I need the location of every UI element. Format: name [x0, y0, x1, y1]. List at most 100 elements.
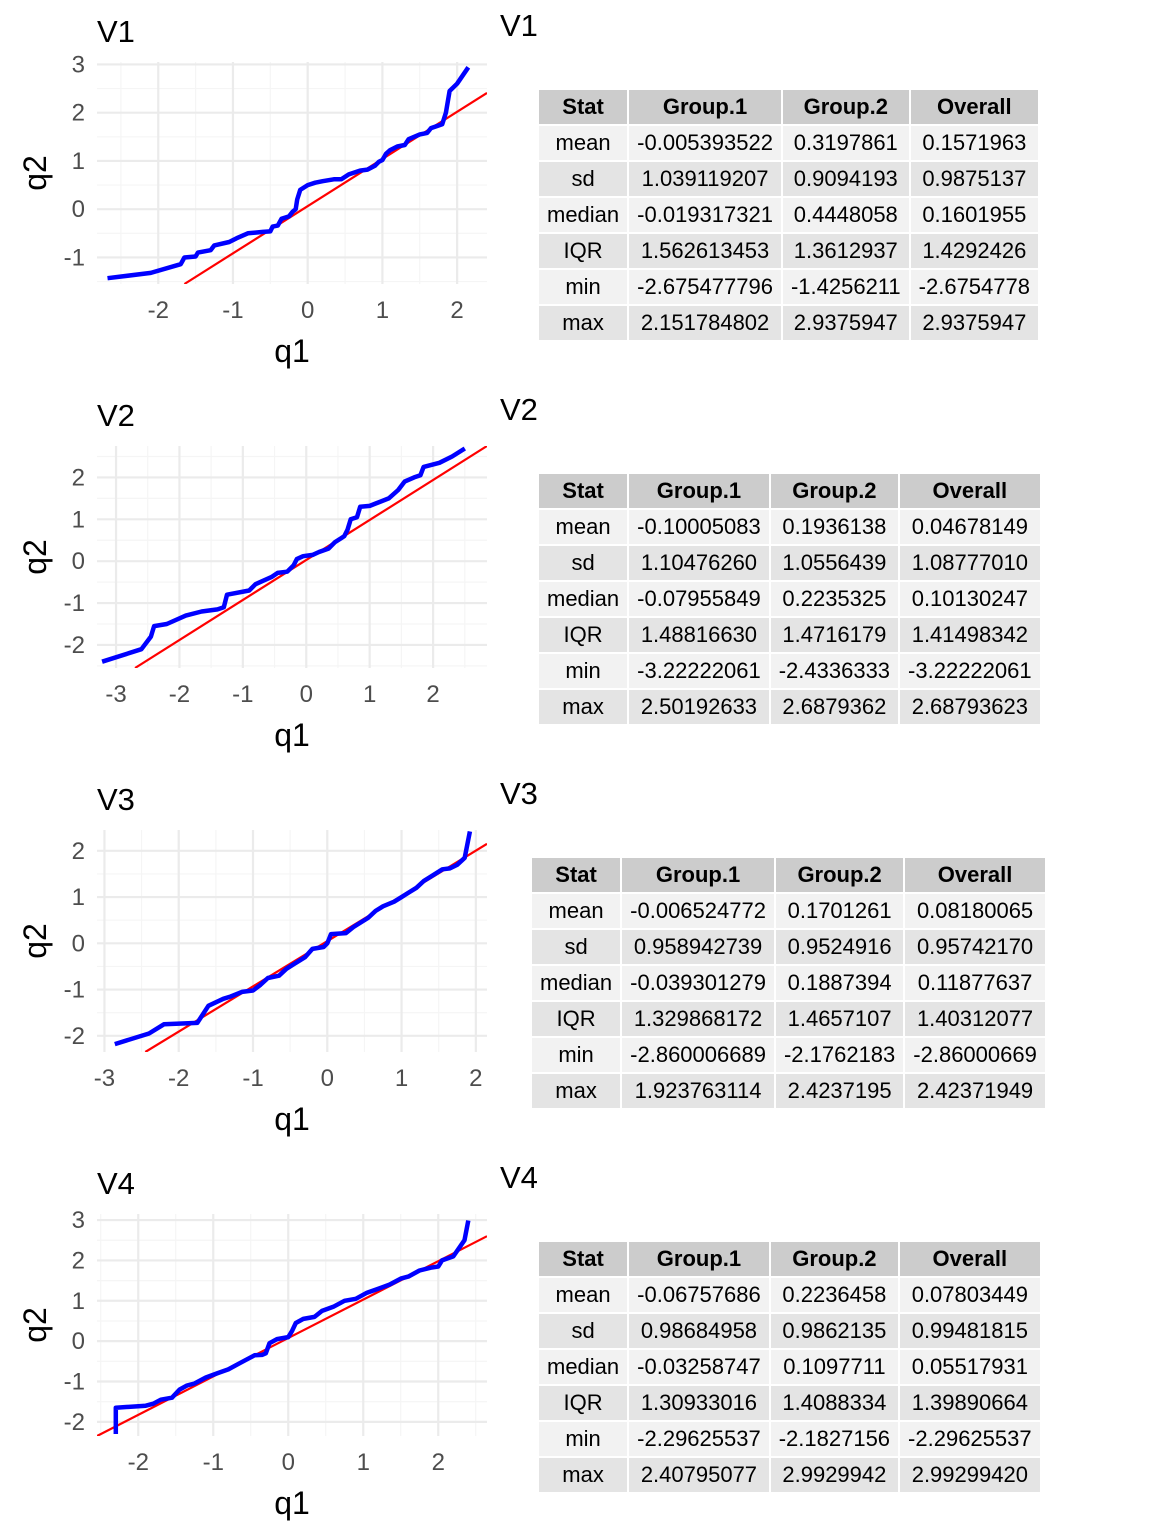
table-row: min -2.29625537 -2.1827156 -2.29625537 [539, 1422, 1040, 1456]
y-tick-label: 3 [72, 1207, 85, 1234]
stat-value-cell: 2.4237195 [775, 1074, 904, 1108]
stat-value-cell: -0.039301279 [622, 966, 774, 1000]
stat-value-cell: 0.04678149 [900, 510, 1040, 544]
y-tick-label: 0 [72, 548, 85, 575]
stat-label-cell: sd [539, 546, 628, 580]
y-tick-label: 2 [72, 838, 85, 865]
stat-value-cell: 0.3197861 [782, 126, 909, 160]
table-row: max 2.151784802 2.9375947 2.9375947 [539, 306, 1038, 340]
qq-plot-v2: -3 -2 -1 0 1 2 -2 -1 0 1 2 q1 q2 V2 [17, 398, 487, 753]
qq-line [114, 830, 473, 1047]
column-header: Stat [539, 474, 628, 508]
table-row: median -0.019317321 0.4448058 0.1601955 [539, 198, 1038, 232]
stat-value-cell: 0.95742170 [905, 930, 1045, 964]
x-tick-label: 0 [321, 1065, 334, 1092]
stat-value-cell: 0.1601955 [910, 198, 1038, 232]
stat-value-cell: 1.3612937 [782, 234, 909, 268]
stat-value-cell: 0.9524916 [775, 930, 904, 964]
y-tick-label: -1 [64, 977, 85, 1004]
y-axis-title: q2 [17, 923, 53, 959]
table-title-v3: V3 [500, 776, 538, 811]
stat-value-cell: 0.11877637 [905, 966, 1045, 1000]
plot-title: V4 [97, 1166, 135, 1201]
stat-label-cell: mean [532, 894, 621, 928]
stat-value-cell: 1.562613453 [629, 234, 781, 268]
table-row: mean -0.006524772 0.1701261 0.08180065 [532, 894, 1045, 928]
table-row: mean -0.005393522 0.3197861 0.1571963 [539, 126, 1038, 160]
row-v2: -3 -2 -1 0 1 2 -2 -1 0 1 2 q1 q2 V2 V2 Stat Group.1 Gro… [0, 384, 1152, 768]
stat-value-cell: -2.6754778 [910, 270, 1038, 304]
table-row: max 2.50192633 2.6879362 2.68793623 [539, 690, 1040, 724]
y-tick-label: 0 [72, 196, 85, 223]
x-tick-label: -1 [222, 297, 243, 324]
y-tick-label: 1 [72, 148, 85, 175]
stat-label-cell: min [539, 654, 628, 688]
stat-value-cell: 1.48816630 [629, 618, 769, 652]
x-axis-title: q1 [274, 1485, 310, 1521]
stat-label-cell: IQR [539, 618, 628, 652]
stat-label-cell: mean [539, 1278, 628, 1312]
y-tick-label: 3 [72, 51, 85, 78]
y-tick-label: -1 [64, 1369, 85, 1396]
stat-label-cell: max [539, 1458, 628, 1492]
stat-value-cell: 0.1936138 [770, 510, 899, 544]
stat-value-cell: -3.22222061 [900, 654, 1040, 688]
stat-value-cell: 0.05517931 [900, 1350, 1040, 1384]
row-v1: -2 -1 0 1 2 -1 0 1 2 3 q1 q2 V1 V1 Stat Group.1 Group.… [0, 0, 1152, 384]
stat-value-cell: 1.923763114 [622, 1074, 774, 1108]
x-tick-label: -1 [242, 1065, 263, 1092]
x-tick-label: 2 [469, 1065, 482, 1092]
y-tick-label: 1 [72, 1288, 85, 1315]
stat-value-cell: 0.9862135 [770, 1314, 899, 1348]
x-tick-label: -2 [148, 297, 169, 324]
stat-value-cell: 0.98684958 [629, 1314, 769, 1348]
stat-label-cell: median [539, 582, 628, 616]
table-header-row: Stat Group.1 Group.2 Overall [539, 90, 1038, 124]
stat-value-cell: 2.6879362 [770, 690, 899, 724]
column-header: Overall [900, 1242, 1040, 1276]
stat-value-cell: -3.22222061 [629, 654, 769, 688]
plot-title: V2 [97, 398, 135, 433]
y-axis-title: q2 [17, 1307, 53, 1343]
x-tick-label: -1 [232, 681, 253, 708]
column-header: Group.1 [629, 474, 769, 508]
stat-value-cell: -2.675477796 [629, 270, 781, 304]
stat-value-cell: 2.9929942 [770, 1458, 899, 1492]
table-row: IQR 1.48816630 1.4716179 1.41498342 [539, 618, 1040, 652]
table-row: mean -0.10005083 0.1936138 0.04678149 [539, 510, 1040, 544]
stat-value-cell: 0.2236458 [770, 1278, 899, 1312]
y-tick-label: -1 [64, 590, 85, 617]
column-header: Group.2 [782, 90, 909, 124]
stat-value-cell: -0.005393522 [629, 126, 781, 160]
x-axis-title: q1 [274, 717, 310, 753]
stat-table-v3: Stat Group.1 Group.2 Overall mean -0.00652477… [530, 856, 1047, 1110]
table-row: min -2.860006689 -2.1762183 -2.86000669 [532, 1038, 1045, 1072]
stat-value-cell: -0.07955849 [629, 582, 769, 616]
table-title-v4: V4 [500, 1160, 538, 1195]
x-tick-label: -2 [128, 1449, 149, 1476]
row-v3: -3 -2 -1 0 1 2 -2 -1 0 1 2 q1 q2 V3 V3 Stat Group.1 Gro… [0, 768, 1152, 1152]
column-header: Group.1 [622, 858, 774, 892]
stat-label-cell: mean [539, 126, 628, 160]
stat-value-cell: 0.07803449 [900, 1278, 1040, 1312]
stat-value-cell: -0.006524772 [622, 894, 774, 928]
x-tick-label: 0 [301, 297, 314, 324]
y-tick-label: 1 [72, 884, 85, 911]
table-row: IQR 1.329868172 1.4657107 1.40312077 [532, 1002, 1045, 1036]
stat-table-v2: Stat Group.1 Group.2 Overall mean -0.10005083… [537, 472, 1042, 726]
stat-value-cell: 1.30933016 [629, 1386, 769, 1420]
stat-value-cell: 1.329868172 [622, 1002, 774, 1036]
x-tick-label: -3 [94, 1065, 115, 1092]
gridlines [97, 830, 487, 1052]
x-tick-label: 2 [432, 1449, 445, 1476]
table-row: max 1.923763114 2.4237195 2.42371949 [532, 1074, 1045, 1108]
y-tick-label: -2 [64, 1023, 85, 1050]
stat-label-cell: median [539, 1350, 628, 1384]
table-row: sd 1.039119207 0.9094193 0.9875137 [539, 162, 1038, 196]
qq-line [101, 446, 466, 664]
stat-label-cell: sd [532, 930, 621, 964]
x-tick-label: -2 [169, 681, 190, 708]
plot-title: V3 [97, 782, 135, 817]
table-header-row: Stat Group.1 Group.2 Overall [539, 474, 1040, 508]
stat-value-cell: 1.4716179 [770, 618, 899, 652]
